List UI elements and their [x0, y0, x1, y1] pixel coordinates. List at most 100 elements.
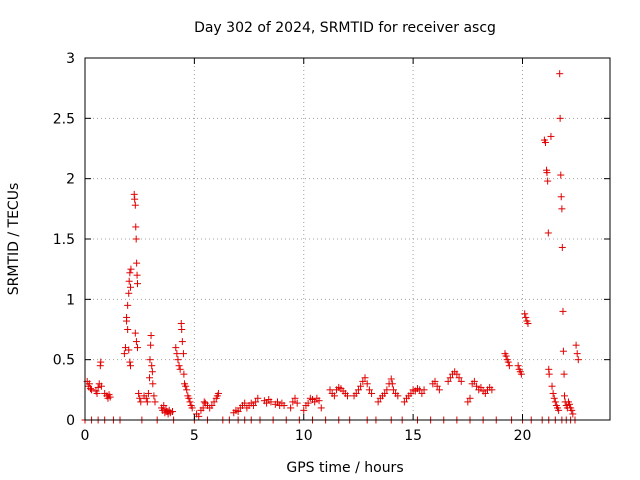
data-point: [124, 301, 132, 309]
data-point: [543, 169, 551, 177]
data-point: [504, 358, 512, 366]
y-tick-label: 1: [66, 292, 75, 308]
data-point: [388, 380, 396, 388]
data-point: [300, 406, 308, 414]
data-point: [131, 201, 139, 209]
data-point: [280, 402, 288, 410]
data-point: [311, 398, 319, 406]
data-point: [344, 392, 351, 400]
data-point: [136, 394, 144, 402]
data-point: [561, 392, 568, 400]
data-point: [569, 410, 577, 418]
data-point: [169, 408, 176, 416]
data-point: [558, 205, 566, 213]
data-point: [131, 329, 139, 337]
data-point: [521, 310, 529, 318]
data-point: [144, 389, 152, 397]
data-point: [559, 307, 567, 315]
data-point: [517, 370, 525, 378]
data-point: [363, 380, 371, 388]
data-point: [574, 356, 582, 364]
chart-title: Day 302 of 2024, SRMTID for receiver asc…: [194, 20, 496, 36]
data-point: [160, 402, 168, 410]
data-point: [173, 350, 181, 358]
x-tick-label: 10: [295, 428, 313, 444]
data-point: [147, 341, 155, 349]
data-point: [178, 326, 186, 333]
data-point: [234, 408, 242, 416]
data-point: [457, 377, 465, 385]
data-point: [188, 404, 196, 412]
data-point: [132, 338, 140, 346]
data-point: [330, 392, 338, 400]
data-point: [148, 368, 156, 376]
data-point: [446, 374, 454, 382]
data-point: [126, 358, 134, 366]
data-point: [178, 338, 186, 346]
data-point: [524, 319, 532, 327]
x-tick-label: 15: [404, 428, 422, 444]
data-point: [134, 344, 141, 352]
data-point: [125, 346, 133, 354]
data-point: [180, 370, 188, 378]
data-point: [354, 386, 362, 394]
data-point: [143, 398, 151, 406]
data-point: [389, 386, 397, 394]
data-point: [182, 382, 190, 390]
data-point: [558, 243, 566, 251]
y-tick-label: 0.5: [53, 353, 75, 369]
data-point: [433, 382, 441, 390]
data-point: [466, 394, 474, 402]
data-point: [365, 386, 373, 394]
y-tick-label: 0: [66, 413, 75, 429]
data-point: [176, 365, 184, 373]
data-point: [127, 362, 134, 370]
data-points: [81, 70, 582, 424]
data-point: [88, 386, 96, 394]
data-point: [241, 399, 249, 407]
data-point: [289, 398, 297, 406]
data-point: [352, 389, 360, 397]
data-point: [287, 404, 295, 412]
data-point: [420, 386, 428, 394]
data-point: [557, 193, 565, 201]
data-point: [131, 195, 139, 203]
data-point: [135, 389, 143, 397]
data-point: [183, 386, 191, 394]
data-point: [435, 386, 443, 394]
data-point: [120, 350, 128, 358]
data-point: [568, 406, 576, 414]
data-point: [555, 406, 563, 414]
data-point: [175, 362, 183, 370]
x-axis-label: GPS time / hours: [286, 460, 403, 476]
data-point: [185, 394, 193, 402]
data-point: [473, 382, 481, 390]
data-point: [374, 398, 382, 406]
data-point: [133, 259, 141, 267]
data-point: [502, 352, 510, 360]
data-point: [548, 382, 556, 390]
data-point: [361, 374, 369, 382]
data-point: [172, 344, 180, 352]
data-point: [199, 404, 207, 412]
data-point: [86, 385, 94, 393]
data-point: [368, 389, 376, 397]
data-point: [151, 398, 159, 406]
data-point: [94, 383, 102, 391]
data-point: [541, 138, 549, 146]
data-point: [394, 392, 402, 400]
data-point: [547, 132, 555, 140]
data-point: [357, 382, 365, 390]
data-point: [556, 70, 564, 78]
data-point: [126, 269, 134, 277]
data-point: [97, 358, 105, 366]
axis-ticks: 0 5 10 15 20 0 0.5 1 1.5 2 2.5 3: [53, 51, 610, 444]
data-point: [291, 394, 299, 402]
data-point: [544, 229, 552, 237]
data-point: [304, 399, 312, 407]
data-point: [125, 289, 133, 297]
data-point: [179, 350, 187, 358]
data-point: [134, 280, 141, 288]
data-point: [505, 362, 513, 370]
